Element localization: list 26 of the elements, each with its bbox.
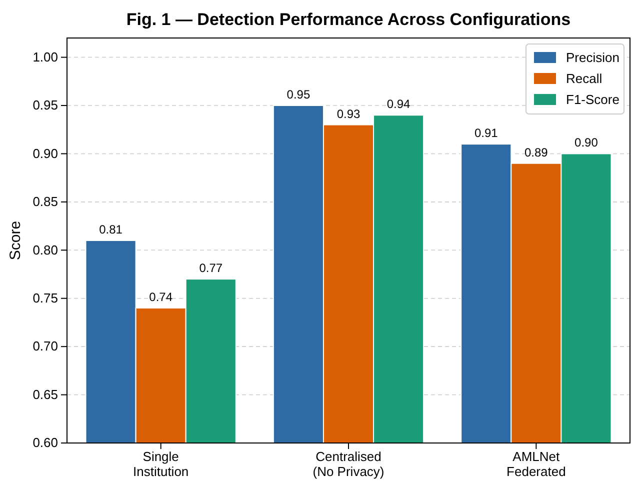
data-label: 0.89 — [524, 145, 548, 160]
data-label: 0.90 — [574, 136, 598, 150]
y-tick-label: 1.00 — [32, 49, 58, 64]
data-label: 0.74 — [149, 290, 173, 304]
y-axis-title: Score — [7, 220, 24, 260]
y-tick-label: 0.60 — [32, 435, 58, 450]
x-tick-label: Single Institution — [133, 449, 189, 480]
data-label: 0.95 — [286, 88, 310, 102]
chart-title: Fig. 1 — Detection Performance Across Configurations — [126, 10, 571, 29]
data-label: 0.94 — [386, 97, 411, 112]
y-tick-label: 0.75 — [32, 290, 58, 306]
data-label: 0.77 — [199, 261, 223, 276]
data-label: 0.81 — [99, 222, 123, 236]
y-tick-label: 0.90 — [32, 146, 58, 161]
y-tick-label: 0.70 — [32, 338, 58, 354]
legend-label: F1-Score — [566, 92, 620, 107]
y-tick-label: 0.65 — [32, 386, 58, 402]
data-label: 0.93 — [336, 106, 360, 121]
y-tick-label: 0.85 — [32, 194, 58, 210]
data-label: 0.91 — [474, 126, 498, 140]
legend-label: Recall — [566, 71, 602, 86]
legend-label: Precision — [566, 50, 620, 65]
x-tick-label: Centralised (No Privacy) — [312, 449, 384, 480]
y-tick-label: 0.95 — [32, 98, 58, 113]
y-tick-label: 0.80 — [32, 242, 58, 258]
x-tick-label: AMLNet Federated — [506, 449, 566, 480]
